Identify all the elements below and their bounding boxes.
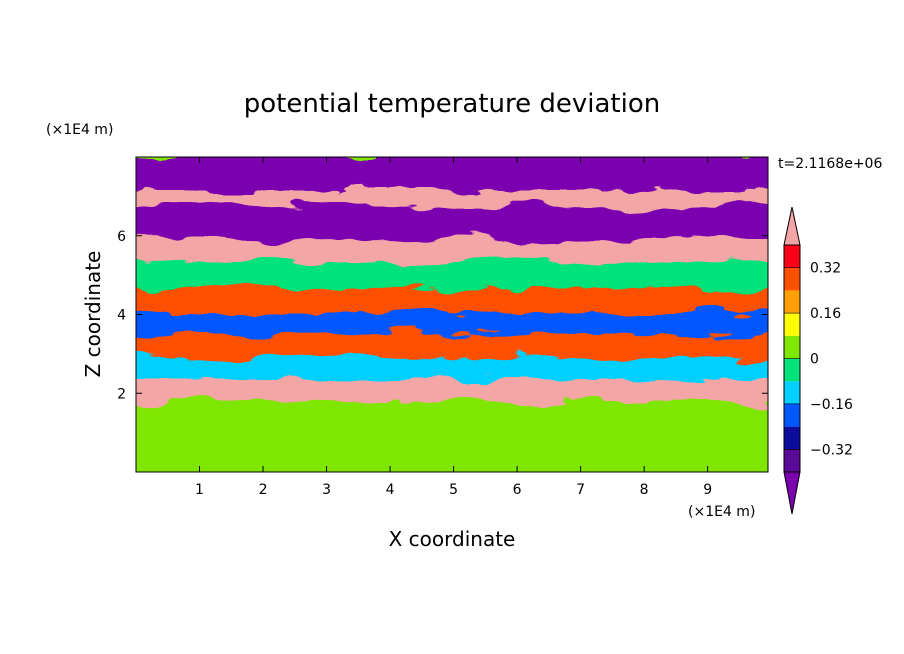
colorbar-tick-label: −0.16 [810, 397, 853, 413]
contour-band [136, 206, 768, 244]
colorbar: 0.32 0.16 0 −0.16 −0.32 [783, 206, 853, 515]
y-axis-title: Z coordinate [81, 251, 105, 378]
x-tick-label: 4 [386, 482, 395, 498]
colorbar-segment [784, 426, 800, 450]
x-tick-label: 9 [703, 482, 712, 498]
colorbar-extend-bottom [783, 471, 801, 515]
contour-band [136, 188, 768, 211]
y-unit-label: (×1E4 m) [46, 122, 113, 138]
x-tick-label: 2 [259, 482, 268, 498]
x-axis: 1 2 3 4 5 6 7 8 9 [195, 157, 712, 498]
y-axis: 2 4 6 [117, 229, 768, 402]
colorbar-segment [784, 449, 800, 472]
x-tick-label: 7 [576, 482, 585, 498]
x-unit-label: (×1E4 m) [688, 504, 755, 520]
x-tick-label: 1 [195, 482, 204, 498]
contour-band [136, 334, 768, 362]
chart-title: potential temperature deviation [244, 89, 660, 119]
contour-band [136, 379, 768, 406]
colorbar-segment [784, 335, 800, 359]
contour-band [136, 239, 768, 266]
y-tick-label: 6 [117, 229, 126, 245]
colorbar-tick-label: 0.32 [810, 261, 841, 277]
colorbar-tick-label: −0.32 [810, 442, 853, 458]
contour-band [136, 401, 768, 472]
colorbar-segment [784, 245, 800, 268]
colorbar-segment [784, 358, 800, 382]
x-tick-label: 8 [640, 482, 649, 498]
colorbar-tick-label: 0 [810, 352, 819, 368]
x-axis-title: X coordinate [389, 527, 516, 551]
contour-field [136, 157, 768, 472]
y-tick-label: 2 [117, 386, 126, 402]
colorbar-segment [784, 313, 800, 336]
contour-band [136, 288, 768, 317]
contour-band [136, 261, 768, 293]
contour-band [136, 157, 768, 193]
x-tick-label: 5 [449, 482, 458, 498]
colorbar-segment [784, 290, 800, 314]
y-tick-label: 4 [117, 308, 126, 324]
colorbar-segment [784, 267, 800, 291]
x-tick-label: 6 [513, 482, 522, 498]
colorbar-segment [784, 381, 800, 404]
colorbar-tick-label: 0.16 [810, 306, 841, 322]
colorbar-extend-top [783, 206, 801, 246]
x-tick-label: 3 [322, 482, 331, 498]
contour-band [136, 312, 768, 339]
time-label: t=2.1168e+06 [778, 156, 882, 172]
contour-band [136, 357, 768, 384]
colorbar-segment [784, 403, 800, 427]
